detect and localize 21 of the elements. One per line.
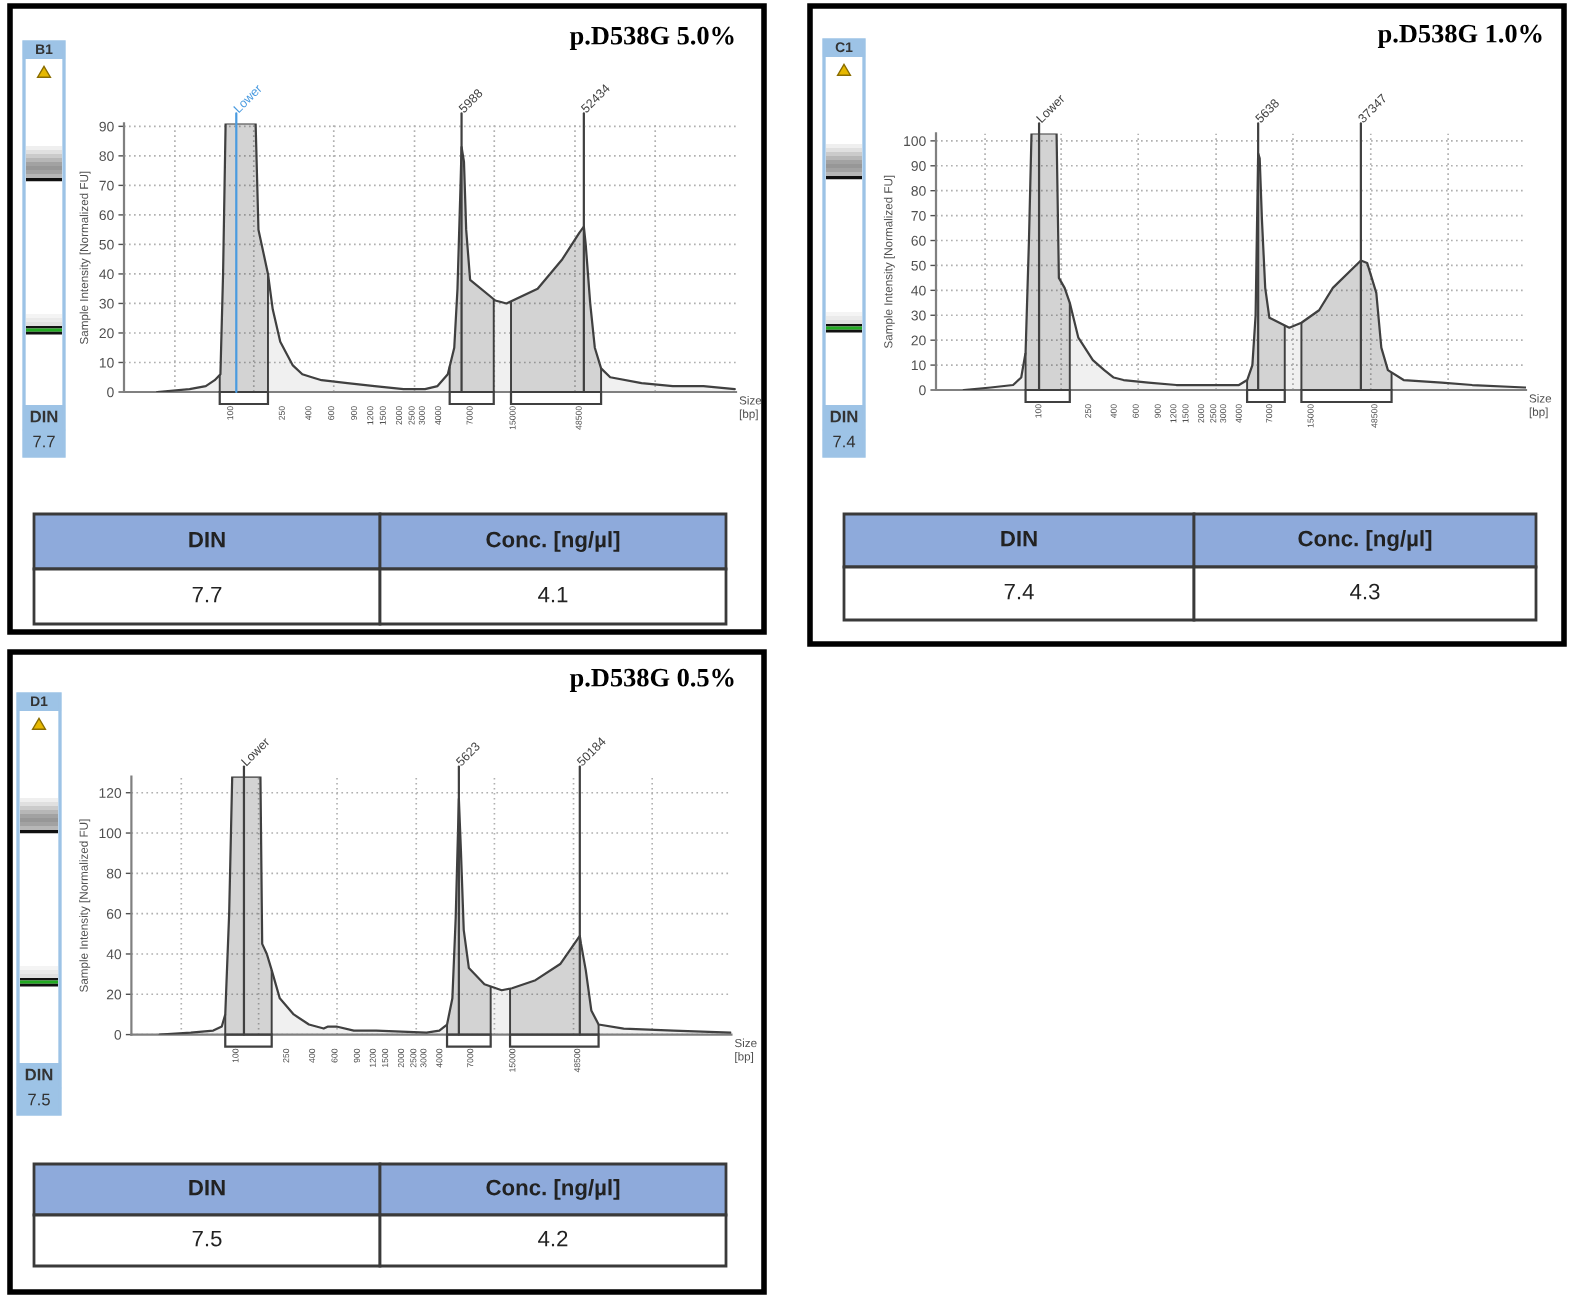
text: 7.4 <box>833 435 856 448</box>
text: 7.5 <box>28 1093 50 1106</box>
text: 4.3 <box>1350 583 1380 600</box>
text: Conc. [ng/µl] <box>1298 530 1432 551</box>
text: Conc. [ng/µl] <box>486 531 620 552</box>
chart-title: p.D538G 1.0% <box>1377 24 1542 48</box>
text: 4.1 <box>538 586 568 603</box>
text: DIN <box>25 1068 53 1081</box>
text: 7.4 <box>1004 583 1034 600</box>
text: DIN <box>189 1179 225 1196</box>
text: 4.2 <box>538 1230 568 1247</box>
chart-title: p.D538G 0.5% <box>569 668 734 692</box>
text: DIN <box>1001 530 1037 547</box>
text: DIN <box>830 410 858 423</box>
text: DIN <box>189 531 225 548</box>
text: 7.5 <box>192 1230 222 1247</box>
text: 7.7 <box>33 435 55 448</box>
text: 7.7 <box>192 586 222 603</box>
text: DIN <box>30 410 58 423</box>
text: Conc. [ng/µl] <box>486 1179 620 1200</box>
chart-title: p.D538G 5.0% <box>569 26 734 50</box>
